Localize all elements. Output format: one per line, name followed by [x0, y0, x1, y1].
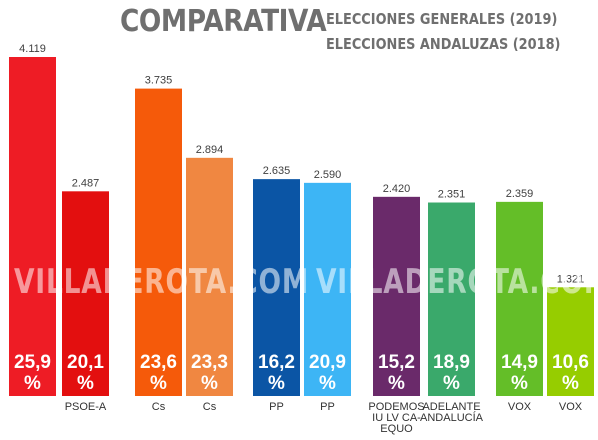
value-label-1: 2.487: [72, 177, 100, 189]
bar-9: [547, 287, 594, 396]
category-label-2: Cs: [152, 401, 166, 413]
value-label-3: 2.894: [196, 144, 224, 156]
percent-label-9: 10,6%: [552, 352, 589, 394]
percent-label-2: 23,6%: [140, 352, 177, 394]
category-label-3: Cs: [203, 401, 217, 413]
percent-label-0: 25,9%: [14, 352, 51, 394]
bar-7: [428, 202, 475, 396]
value-label-2: 3.735: [145, 75, 173, 87]
category-label-5: PP: [320, 401, 335, 413]
percent-label-7: 18,9%: [433, 352, 470, 394]
chart-subtitle-generales: ELECCIONES GENERALES (2019): [326, 10, 558, 28]
percent-label-4: 16,2%: [258, 352, 295, 394]
category-label-4: PP: [269, 401, 284, 413]
bar-4: [253, 179, 300, 396]
value-label-8: 2.359: [506, 188, 534, 200]
bar-2: [135, 88, 182, 396]
bar-8: [496, 201, 543, 396]
percent-label-1: 20,1%: [67, 352, 104, 394]
value-label-4: 2.635: [263, 165, 291, 177]
percent-label-5: 20,9%: [309, 352, 346, 394]
bar-6: [373, 196, 420, 396]
percent-label-6: 15,2%: [378, 352, 415, 394]
bars-group: 4.119 25,9 % 2.487 20,1 % PSOE-A 3.735 23,6 % Cs 2.…: [9, 43, 594, 435]
category-label-7: ADELANTE ANDALUCÍA: [420, 401, 484, 424]
bar-5: [304, 182, 351, 396]
category-label-8: VOX: [508, 401, 532, 413]
bar-3: [186, 157, 233, 396]
value-label-9: 1.321: [557, 273, 585, 285]
bar-1: [62, 191, 109, 396]
value-label-0: 4.119: [19, 43, 46, 55]
value-label-7: 2.351: [438, 189, 466, 201]
value-label-6: 2.420: [383, 183, 411, 195]
bar-0: [9, 57, 56, 396]
value-label-5: 2.590: [314, 169, 342, 181]
chart-title: COMPARATIVA: [120, 4, 327, 39]
percent-label-3: 23,3%: [191, 352, 228, 394]
category-label-9: VOX: [559, 401, 583, 413]
category-label-1: PSOE-A: [65, 401, 107, 413]
category-label-6: PODEMOS IU LV CA-EQUO: [368, 401, 424, 435]
chart-subtitle-andaluzas: ELECCIONES ANDALUZAS (2018): [326, 35, 561, 53]
percent-label-8: 14,9%: [501, 352, 538, 394]
